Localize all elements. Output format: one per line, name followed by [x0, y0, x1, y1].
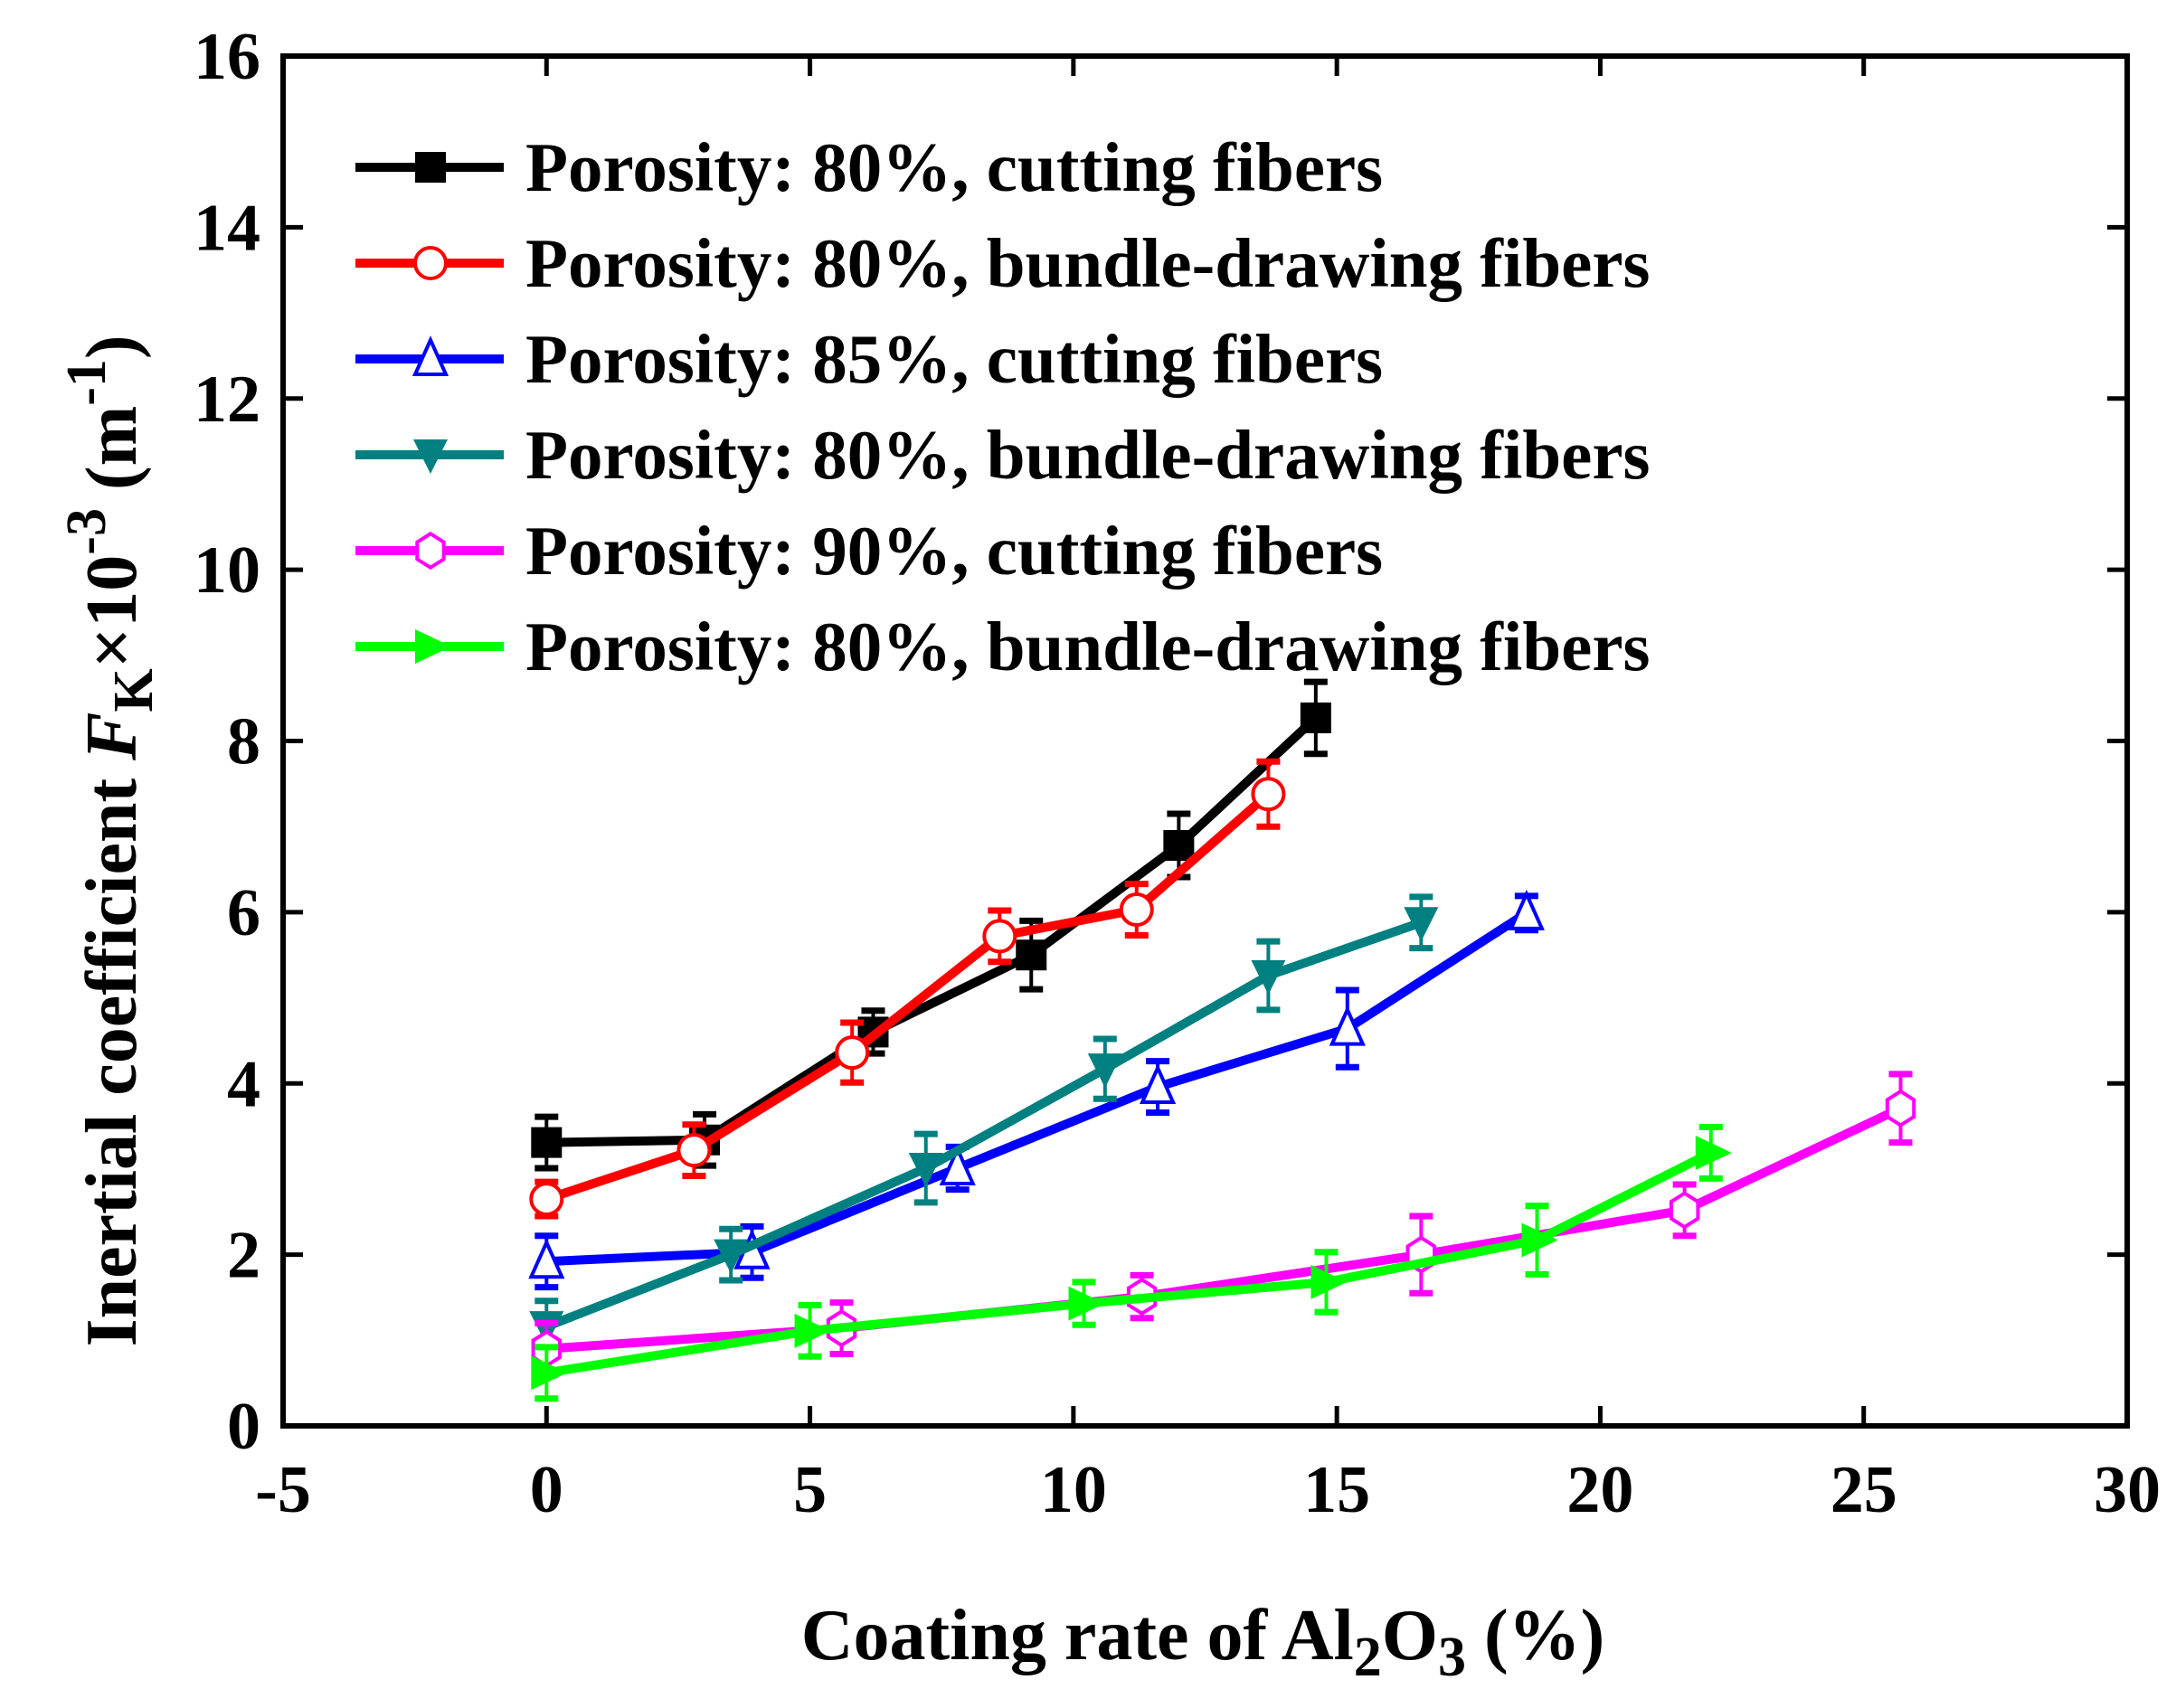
legend-item: Porosity: 90%, cutting fibers	[355, 512, 1383, 590]
legend-item: Porosity: 85%, cutting fibers	[355, 320, 1383, 398]
series-line	[546, 714, 1320, 1147]
y-tick-label: 16	[194, 20, 260, 94]
y-axis-title: Inertial coefficient FK×10-3 (m-1)	[56, 335, 165, 1346]
triangle-down-marker	[1404, 907, 1439, 942]
x-tick-label: 0	[530, 1453, 563, 1527]
series-5	[531, 1124, 1732, 1402]
triangle-right-marker	[531, 1355, 568, 1391]
circle-marker	[413, 246, 448, 280]
circle-marker	[982, 919, 1017, 954]
circle-marker	[676, 1133, 712, 1168]
y-tick-label: 0	[227, 1390, 260, 1464]
x-tick-label: 15	[1303, 1453, 1370, 1527]
square-marker	[415, 152, 446, 183]
triangle-up-marker	[412, 335, 449, 376]
triangle-down-marker	[714, 1239, 749, 1274]
triangle-right-marker	[1068, 1286, 1105, 1321]
triangle-right-marker	[415, 629, 451, 664]
circle-marker	[835, 1035, 870, 1071]
legend: Porosity: 80%, cutting fibers Porosity: 8…	[355, 128, 1650, 685]
series-line	[544, 918, 1423, 1331]
y-tick-label: 2	[227, 1219, 260, 1293]
circle-marker	[1119, 892, 1154, 928]
y-tick-label: 4	[227, 1047, 260, 1121]
legend-item: Porosity: 80%, bundle-drawing fibers	[355, 416, 1650, 494]
y-tick-label: 8	[227, 705, 260, 779]
square-marker	[1300, 702, 1331, 733]
series-line	[544, 790, 1272, 1203]
triangle-up-marker	[1139, 1063, 1177, 1105]
x-tick-label: 30	[2094, 1453, 2161, 1527]
x-axis-title: Coating rate of Al2O3 (%)	[801, 1596, 1605, 1688]
x-tick-label: 20	[1566, 1453, 1633, 1527]
legend-label: Porosity: 90%, cutting fibers	[525, 512, 1383, 590]
y-tick-label: 12	[194, 363, 260, 437]
y-tick-label: 14	[194, 191, 260, 265]
hexagon-marker	[1885, 1089, 1916, 1128]
triangle-down-marker	[908, 1152, 943, 1187]
triangle-down-marker	[1251, 959, 1286, 995]
square-marker	[1016, 939, 1047, 971]
x-tick-label: 10	[1040, 1453, 1107, 1527]
legend-label: Porosity: 85%, cutting fibers	[525, 320, 1383, 398]
triangle-down-marker	[1087, 1053, 1122, 1089]
legend-label: Porosity: 80%, bundle-drawing fibers	[525, 416, 1650, 494]
legend-label: Porosity: 80%, cutting fibers	[525, 128, 1383, 206]
x-tick-label: 25	[1831, 1453, 1897, 1527]
triangle-right-marker	[794, 1313, 831, 1348]
series-line	[546, 909, 1529, 1267]
triangle-up-marker	[528, 1238, 565, 1279]
square-marker	[531, 1127, 563, 1158]
triangle-right-marker	[1521, 1222, 1558, 1258]
hexagon-marker	[415, 531, 446, 571]
series-0	[531, 678, 1331, 1172]
legend-item: Porosity: 80%, bundle-drawing fibers	[355, 608, 1650, 685]
triangle-right-marker	[1310, 1264, 1348, 1299]
series-line	[545, 1148, 1714, 1378]
hexagon-marker	[1669, 1191, 1700, 1230]
triangle-down-marker	[413, 439, 448, 474]
triangle-up-marker	[1508, 889, 1545, 930]
series-2	[528, 889, 1545, 1291]
triangle-up-marker	[939, 1145, 976, 1185]
series-1	[529, 758, 1286, 1220]
circle-marker	[1251, 777, 1286, 812]
triangle-right-marker	[1695, 1135, 1732, 1170]
circle-marker	[529, 1182, 564, 1217]
series-group	[528, 678, 1916, 1402]
legend-label: Porosity: 80%, bundle-drawing fibers	[525, 224, 1650, 302]
y-tick-label: 10	[194, 533, 260, 608]
square-marker	[1163, 830, 1195, 862]
legend-item: Porosity: 80%, cutting fibers	[355, 128, 1383, 206]
legend-label: Porosity: 80%, bundle-drawing fibers	[525, 608, 1650, 685]
legend-item: Porosity: 80%, bundle-drawing fibers	[355, 224, 1650, 302]
y-tick-label: 6	[227, 876, 260, 950]
x-tick-label: -5	[255, 1453, 311, 1527]
x-tick-label: 5	[793, 1453, 827, 1527]
triangle-up-marker	[1329, 1005, 1366, 1046]
